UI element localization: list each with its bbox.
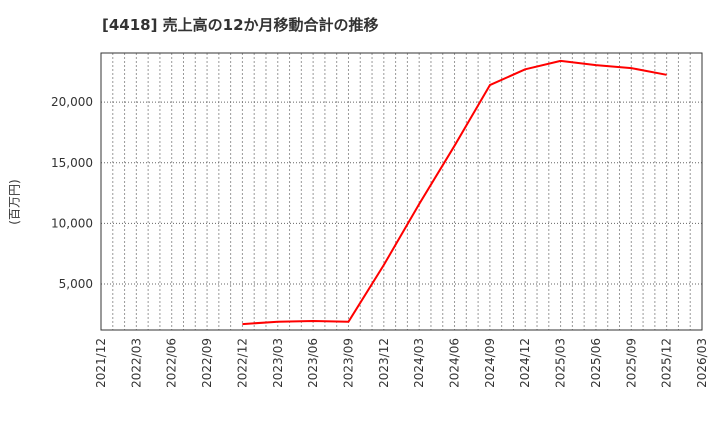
chart-title: [4418] 売上高の12か月移動合計の推移 <box>102 16 379 34</box>
x-tick-label: 2021/12 <box>94 338 108 388</box>
x-tick-label: 2022/12 <box>235 338 249 388</box>
y-tick-label: 10,000 <box>51 216 93 230</box>
x-axis-ticks: 2021/12 2022/03 2022/06 2022/09 2022/12 2023/… <box>94 338 709 388</box>
x-tick-label: 2023/12 <box>377 338 391 388</box>
series-line <box>242 59 667 326</box>
x-tick-label: 2026/03 <box>695 338 709 388</box>
x-tick-label: 2023/09 <box>341 338 355 388</box>
plot-area-frame <box>100 52 703 331</box>
x-tick-label: 2022/09 <box>200 338 214 388</box>
grid-lines <box>101 53 702 330</box>
x-tick-label: 2025/12 <box>660 338 674 388</box>
y-tick-label: 20,000 <box>51 95 93 109</box>
y-axis-ticks: 5,000 10,000 15,000 20,000 <box>51 95 93 291</box>
x-tick-label: 2023/06 <box>306 338 320 388</box>
x-tick-label: 2022/06 <box>165 338 179 388</box>
x-tick-label: 2024/09 <box>483 338 497 388</box>
x-tick-label: 2024/06 <box>448 338 462 388</box>
x-tick-label: 2024/03 <box>412 338 426 388</box>
x-tick-label: 2025/03 <box>554 338 568 388</box>
x-tick-label: 2025/09 <box>624 338 638 388</box>
x-tick-label: 2025/06 <box>589 338 603 388</box>
y-tick-label: 5,000 <box>59 277 93 291</box>
y-tick-label: 15,000 <box>51 156 93 170</box>
x-tick-label: 2022/03 <box>129 338 143 388</box>
x-tick-label: 2024/12 <box>518 338 532 388</box>
x-tick-label: 2023/03 <box>271 338 285 388</box>
